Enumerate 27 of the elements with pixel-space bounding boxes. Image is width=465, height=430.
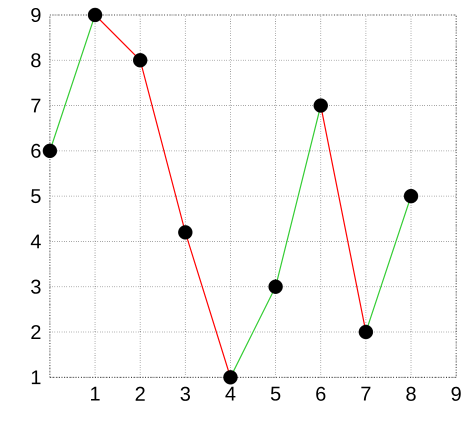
x-tick-label: 9 xyxy=(452,386,461,401)
y-tick-label: 6 xyxy=(31,144,41,158)
x-tick-label: 6 xyxy=(316,386,326,401)
y-tick-label: 7 xyxy=(31,98,40,112)
y-tick-label: 9 xyxy=(31,8,40,22)
x-tick-label: 4 xyxy=(225,386,236,400)
point xyxy=(404,188,418,204)
point xyxy=(358,324,374,340)
point xyxy=(268,279,283,294)
y-tick-label: 5 xyxy=(31,189,41,203)
x-tick-label: 8 xyxy=(406,386,416,401)
point xyxy=(42,144,58,158)
point xyxy=(133,52,148,68)
y-tick-label: 2 xyxy=(31,324,40,339)
y-tick-label: 3 xyxy=(31,280,41,294)
y-tick-label: 1 xyxy=(32,370,40,384)
point xyxy=(88,8,102,22)
x-tick-label: 1 xyxy=(91,386,100,400)
point xyxy=(314,98,328,113)
x-tick-label: 3 xyxy=(180,386,190,401)
point xyxy=(223,370,238,384)
x-tick-label: 5 xyxy=(270,386,280,401)
point xyxy=(178,225,193,240)
x-tick-label: 7 xyxy=(361,386,370,400)
y-tick-label: 4 xyxy=(30,234,41,248)
y-tick-label: 8 xyxy=(31,53,41,68)
x-tick-label: 2 xyxy=(136,386,145,401)
